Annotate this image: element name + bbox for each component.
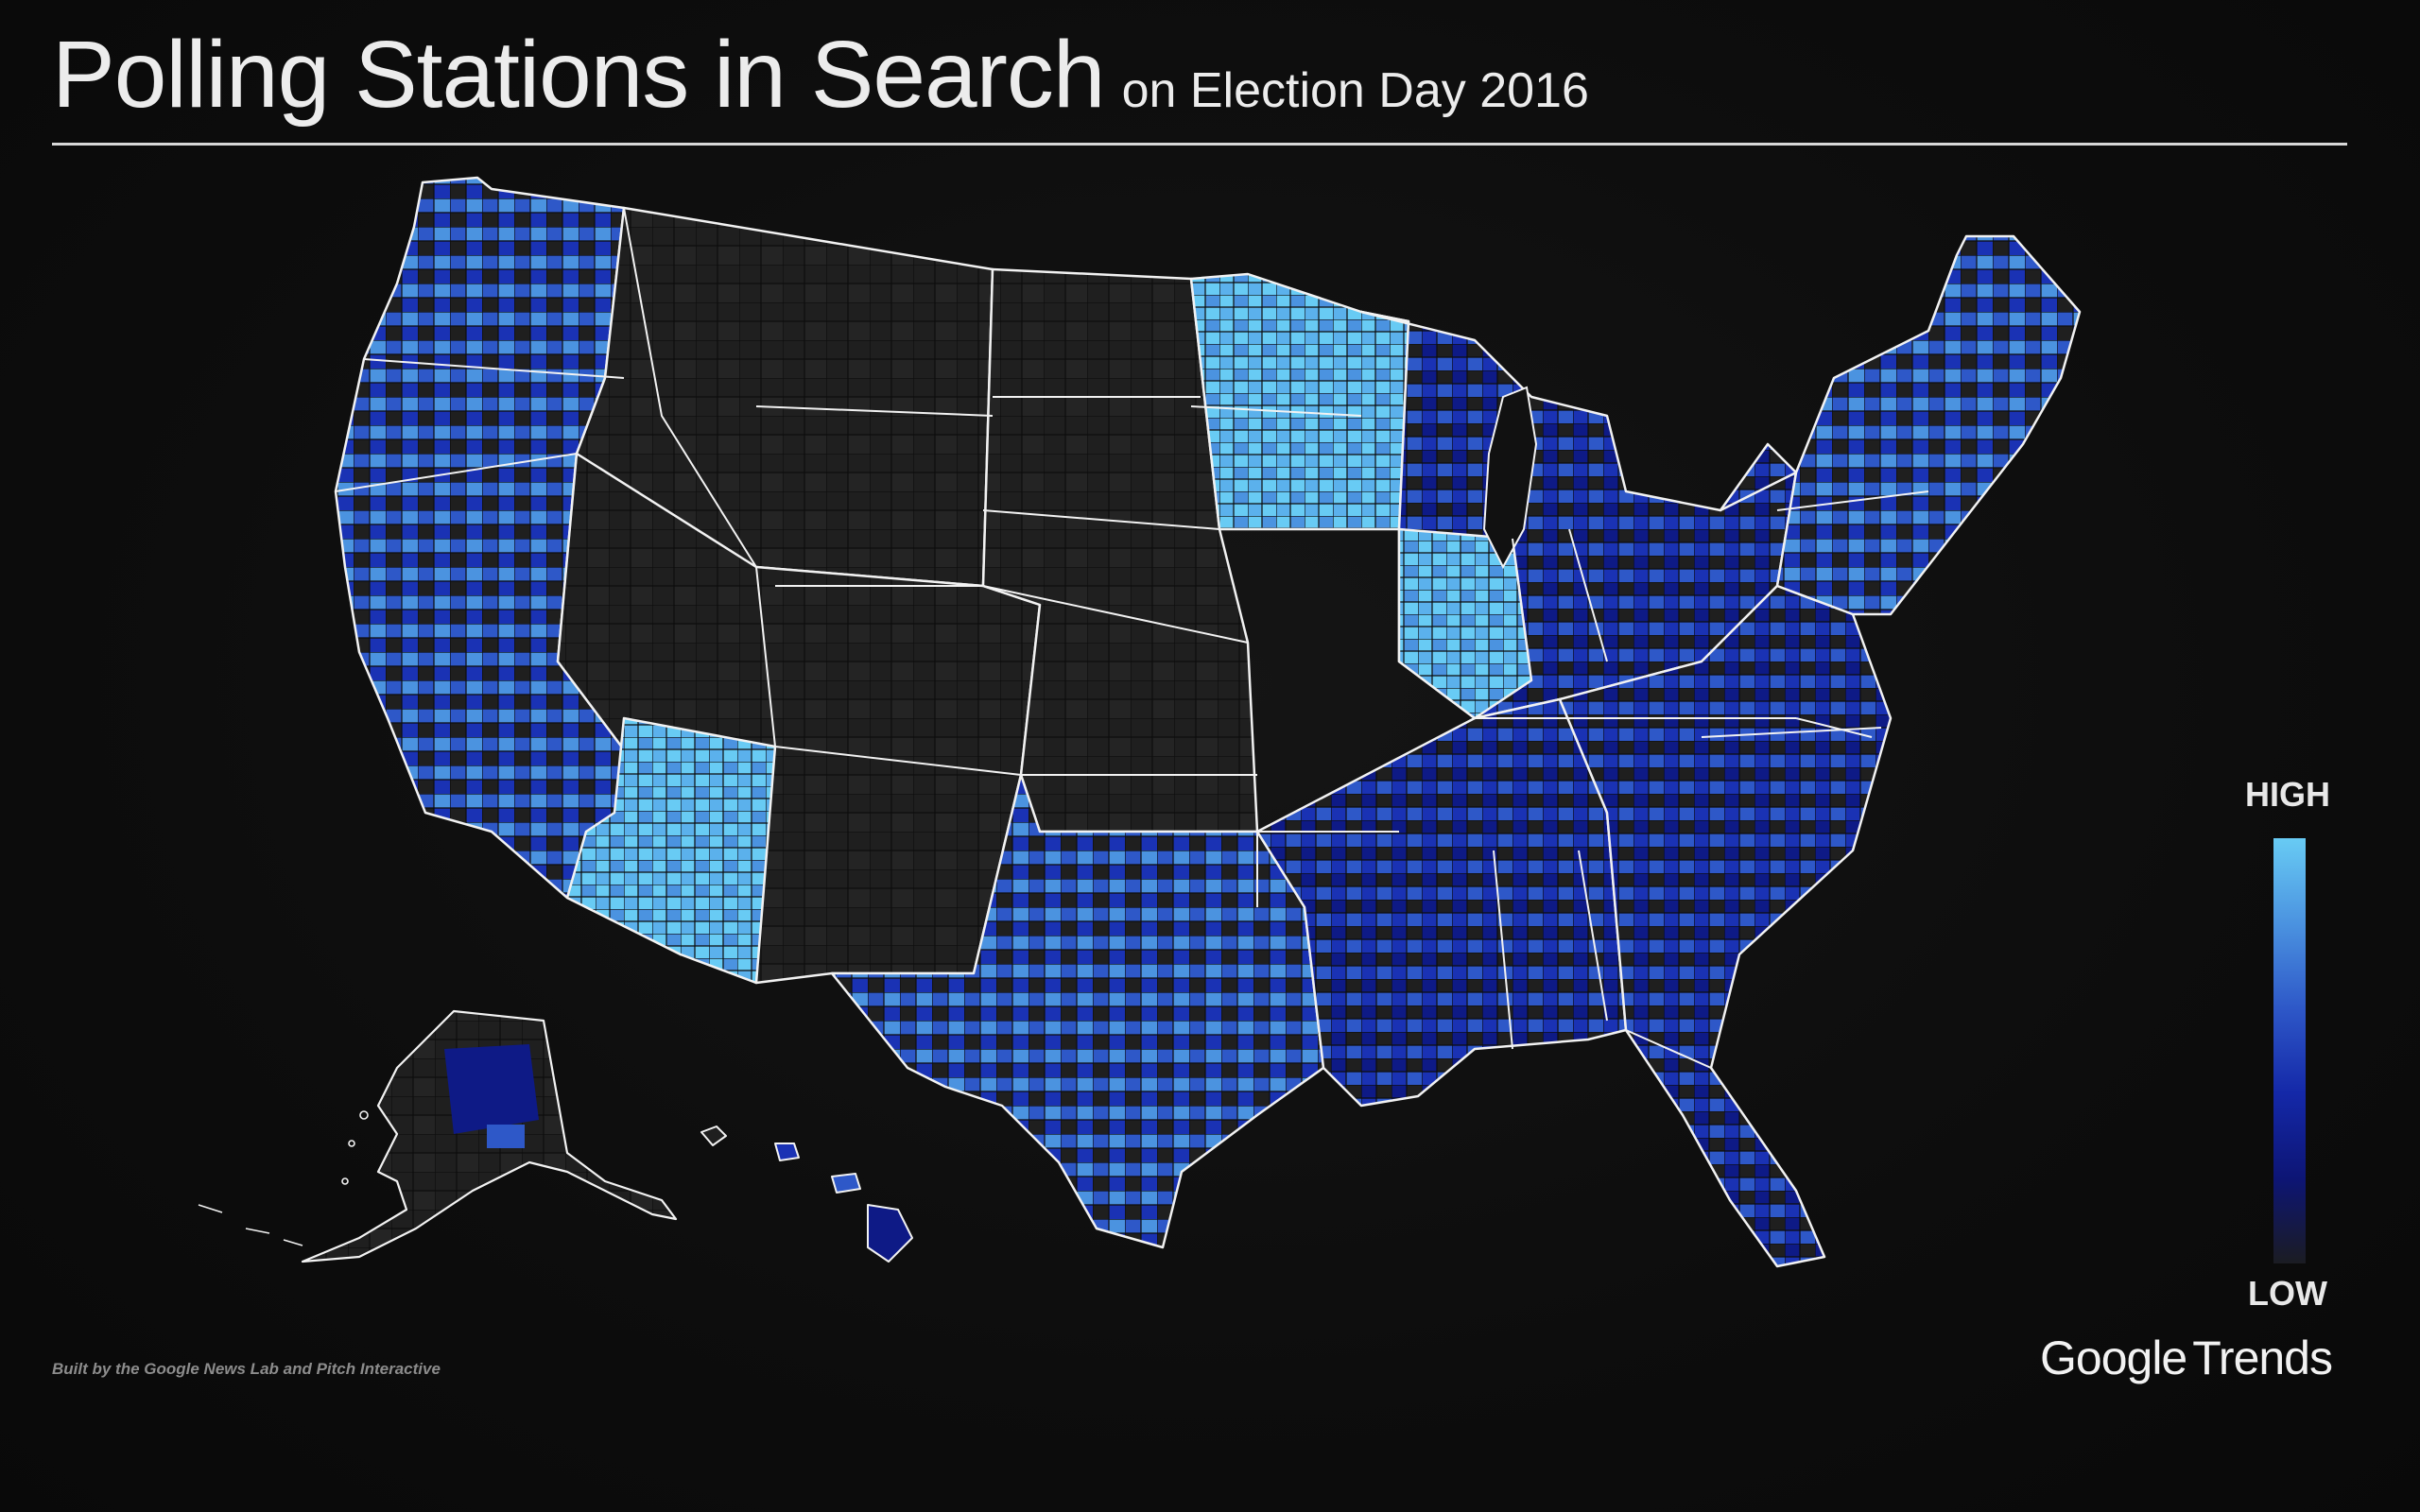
- alaska-southwest: [487, 1125, 525, 1148]
- state-line-il-in: [1512, 538, 1532, 681]
- state-line-pa-ny: [1776, 490, 1929, 511]
- state-line-ne-ks: [982, 585, 1249, 644]
- region-deep-south: [1255, 697, 1628, 1108]
- state-line-va-nc: [1701, 727, 1882, 738]
- state-line-ga-fl: [1625, 1029, 1712, 1069]
- hawaii-maui: [831, 1173, 861, 1194]
- aleutian-chain: [198, 1204, 303, 1246]
- state-line-in-oh: [1568, 528, 1608, 662]
- hawaii-oahu: [774, 1143, 800, 1161]
- state-line-ms-al: [1493, 850, 1513, 1050]
- title-block: Polling Stations in Search on Election Da…: [52, 21, 1589, 129]
- island-dot-a: [359, 1110, 369, 1120]
- page-subtitle: on Election Day 2016: [1121, 63, 1589, 118]
- alaska: [301, 1009, 678, 1263]
- state-line-nv-ut: [755, 566, 776, 747]
- state-line-or-ca: [335, 453, 578, 492]
- region-northeast: [1719, 234, 2082, 616]
- title-divider: [52, 143, 2347, 146]
- hawaii-big-island: [867, 1204, 913, 1263]
- region-arizona: [565, 716, 777, 985]
- legend-low-label: LOW: [2248, 1274, 2327, 1313]
- state-line-tx-ok: [1040, 831, 1258, 907]
- region-illinois-indiana: [1397, 527, 1533, 720]
- hawaii: [700, 1125, 913, 1263]
- google-trends-logo: Google Trends: [2040, 1331, 2333, 1385]
- region-upper-midwest: [1189, 272, 1410, 531]
- legend-high-label: HIGH: [2245, 775, 2330, 814]
- island-dot-c: [341, 1177, 349, 1185]
- credit-text: Built by the Google News Lab and Pitch I…: [52, 1360, 441, 1378]
- brand-google-wordmark: Google: [2040, 1332, 2187, 1384]
- state-line-mt-wy: [755, 405, 994, 417]
- alaska-islands: [198, 1110, 369, 1246]
- alaska-interior-high: [444, 1044, 539, 1134]
- color-legend: HIGH LOW: [2231, 775, 2344, 1323]
- state-line-id-mt: [623, 207, 757, 568]
- state-line-sd-ne: [982, 509, 1220, 530]
- island-dot-b: [348, 1140, 355, 1147]
- page-title: Polling Stations in Search: [52, 22, 1106, 128]
- state-line-tn-nc: [1795, 717, 1873, 738]
- hawaii-kauai: [700, 1125, 727, 1146]
- state-line-al-ga: [1578, 850, 1608, 1022]
- brand-trends-wordmark: Trends: [2192, 1332, 2333, 1384]
- state-boundaries: [335, 207, 1929, 1069]
- contiguous-us: [334, 176, 2082, 1268]
- state-line-mn-ia: [1190, 405, 1362, 417]
- state-line-wa-or: [363, 358, 625, 379]
- state-line-co-nm: [774, 746, 1022, 776]
- legend-gradient-bar: [2273, 838, 2306, 1263]
- state-line-ca-nv: [557, 377, 606, 662]
